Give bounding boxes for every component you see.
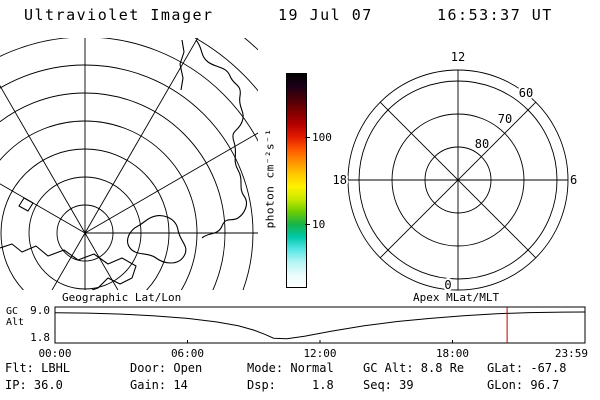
coastline xyxy=(0,39,247,290)
geo-map xyxy=(0,38,258,290)
ring-label-60: 60 xyxy=(519,86,533,100)
x-tick-label: 00:00 xyxy=(38,347,71,360)
x-tick-label: 06:00 xyxy=(171,347,204,360)
status-dsp: Dsp: 1.8 xyxy=(247,378,334,392)
mlt-label-12: 12 xyxy=(451,50,465,64)
status-ip: IP: 36.0 xyxy=(5,378,63,392)
status-glon: GLon: 96.7 xyxy=(487,378,560,392)
colorbar-gradient xyxy=(286,73,307,288)
mlt-label-0: 0 xyxy=(444,278,451,292)
header-date: 19 Jul 07 xyxy=(278,6,373,24)
colorbar-unit-label: photon cm⁻²s⁻¹ xyxy=(263,128,277,229)
gc-alt-curve xyxy=(54,311,586,340)
status-glat: GLat: -67.8 xyxy=(487,361,567,375)
apex-plot-caption: Apex MLat/MLT xyxy=(413,291,500,304)
mlt-spokes xyxy=(348,70,568,290)
lat-lon-grid xyxy=(0,38,258,290)
status-flt: Flt: LBHL xyxy=(5,361,71,375)
gc-alt-strip-chart: 00:00 06:00 12:00 18:00 23:59 xyxy=(38,306,588,360)
x-tick-label: 18:00 xyxy=(436,347,469,360)
y-axis-title-line1: GC xyxy=(6,306,19,317)
status-gc-alt: GC Alt: 8.8 Re xyxy=(363,361,465,375)
mlt-label-6: 6 xyxy=(570,173,577,187)
y-tick-lower: 1.8 xyxy=(30,331,50,344)
geo-map-caption: Geographic Lat/Lon xyxy=(62,291,182,304)
status-mode: Mode: Normal xyxy=(247,361,334,375)
mlt-label-18: 18 xyxy=(333,173,347,187)
status-seq: Seq: 39 xyxy=(363,378,414,392)
y-axis-title-line2: Alt xyxy=(6,317,25,328)
ring-label-80: 80 xyxy=(475,137,489,151)
ring-label-70: 70 xyxy=(498,112,512,126)
apex-polar-plot: 12 6 18 0 60 70 80 xyxy=(331,48,580,294)
app-title: Ultraviolet Imager xyxy=(24,6,214,24)
strip-y-axis-title: GC Alt xyxy=(6,306,24,328)
status-gain: Gain: 14 xyxy=(130,378,188,392)
x-tick-label: 23:59 xyxy=(555,347,588,360)
colorbar-tick-label-100: 100 xyxy=(312,131,332,144)
colorbar-tick-label-10: 10 xyxy=(312,218,326,231)
header-time: 16:53:37 UT xyxy=(437,6,553,24)
x-tick-label: 12:00 xyxy=(303,347,336,360)
strip-chart-frame xyxy=(54,306,586,344)
colorbar-tick-mark-100 xyxy=(305,137,310,138)
colorbar-tick-mark-10 xyxy=(305,224,310,225)
status-door: Door: Open xyxy=(130,361,203,375)
y-tick-upper: 9.0 xyxy=(30,304,50,317)
